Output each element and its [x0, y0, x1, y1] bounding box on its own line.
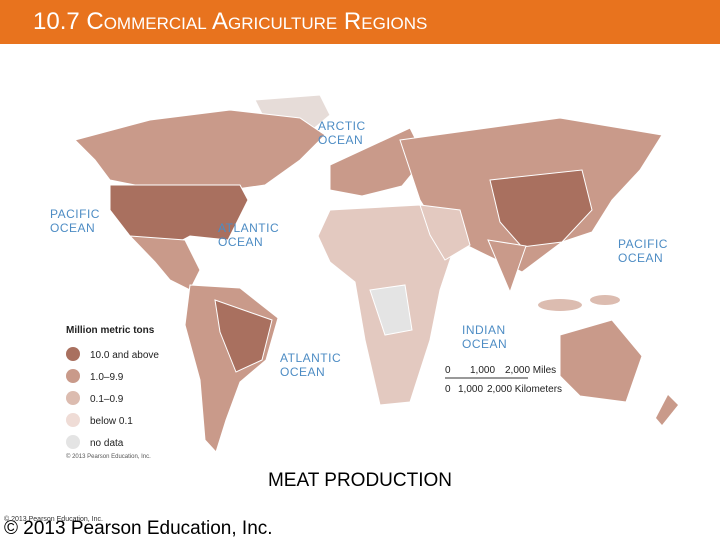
ocean-label: INDIAN	[462, 323, 506, 337]
ocean-label: ARCTIC	[318, 119, 366, 133]
india	[487, 239, 527, 294]
legend-label: no data	[90, 438, 124, 449]
brazil	[214, 299, 273, 373]
ocean-label: PACIFIC	[618, 237, 668, 251]
footer-copyright-small: © 2013 Pearson Education, Inc.	[4, 516, 103, 523]
new-guinea	[590, 295, 620, 305]
legend-swatch	[66, 369, 80, 383]
legend-swatch	[66, 435, 80, 449]
australia	[559, 319, 643, 403]
caption: MEAT PRODUCTION	[267, 470, 453, 491]
legend-label: 0.1–0.9	[90, 394, 124, 405]
legend-label: 10.0 and above	[90, 350, 159, 361]
scale-label: 1,000	[470, 365, 495, 376]
ocean-label: ATLANTIC	[218, 221, 279, 235]
china	[489, 169, 593, 248]
scale-label: 2,000 Kilometers	[487, 384, 562, 395]
legend-swatch	[66, 391, 80, 405]
canada-alaska	[74, 109, 326, 191]
title: 10.7 Commercial Agriculture Regions	[33, 8, 428, 35]
footer-copyright: © 2013 Pearson Education, Inc.	[4, 518, 273, 539]
legend-items: 10.0 and above 1.0–9.9 0.1–0.9 below 0.1 no …	[66, 347, 159, 449]
new-zealand	[656, 395, 678, 425]
ocean-label: PACIFIC	[50, 207, 100, 221]
usa	[109, 184, 249, 253]
ocean-label: ATLANTIC	[280, 351, 341, 365]
map-credit: © 2013 Pearson Education, Inc.	[66, 453, 151, 460]
header-bar: 10.7 Commercial Agriculture Regions	[0, 0, 720, 44]
ocean-label: OCEAN	[280, 365, 325, 379]
middle-east	[419, 204, 471, 261]
ocean-label: OCEAN	[618, 251, 663, 265]
scale-label: 0	[445, 384, 451, 395]
mexico	[128, 235, 201, 291]
land	[74, 94, 678, 453]
scale-label: 0	[445, 365, 451, 376]
indonesia	[538, 299, 582, 311]
africa-nodata	[369, 284, 413, 336]
legend-label: below 0.1	[90, 416, 133, 427]
legend-swatch	[66, 413, 80, 427]
ocean-label: OCEAN	[462, 337, 507, 351]
ocean-label: OCEAN	[318, 133, 363, 147]
legend-swatch	[66, 347, 80, 361]
legend-title: Million metric tons	[66, 325, 155, 336]
scale-label: 2,000 Miles	[505, 365, 556, 376]
ocean-label: OCEAN	[50, 221, 95, 235]
legend-label: 1.0–9.9	[90, 372, 124, 383]
scale-label: 1,000	[458, 384, 483, 395]
legend: Million metric tons 10.0 and above 1.0–9.…	[66, 325, 562, 460]
ocean-label: OCEAN	[218, 235, 263, 249]
